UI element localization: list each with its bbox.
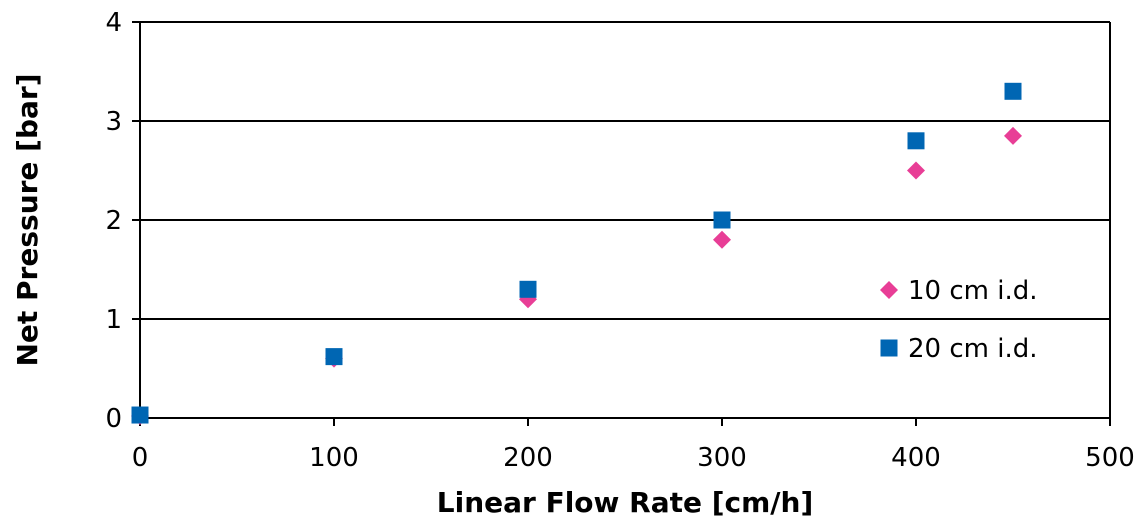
data-point-square-1-0 (131, 406, 149, 424)
data-point-square-1-2 (519, 280, 537, 298)
x-tick-label-5: 500 (1085, 443, 1135, 473)
x-tick-label-3: 300 (697, 443, 747, 473)
legend-marker-1 (880, 339, 898, 357)
data-point-square-1-3 (713, 211, 731, 229)
legend-marker-0 (880, 281, 898, 299)
legend: 10 cm i.d. 20 cm i.d. (880, 276, 1038, 364)
legend-label-0: 10 cm i.d. (908, 276, 1038, 306)
data-point-diamond-0-5 (1004, 126, 1022, 145)
x-tick-label-1: 100 (309, 443, 359, 473)
y-tick-label-2: 2 (105, 206, 122, 236)
x-axis-title: Linear Flow Rate [cm/h] (437, 486, 814, 519)
y-axis-title: Net Pressure [bar] (11, 73, 44, 366)
x-tick-labels: 0 100 200 300 400 500 (132, 418, 1135, 473)
data-point-diamond-0-3 (713, 230, 731, 249)
data-point-square-1-1 (325, 348, 343, 366)
gridlines (140, 21, 1110, 320)
legend-label-1: 20 cm i.d. (908, 334, 1038, 364)
y-tick-label-0: 0 (105, 404, 122, 434)
data-points (131, 82, 1022, 426)
x-tick-label-2: 200 (503, 443, 553, 473)
y-tick-label-1: 1 (105, 305, 122, 335)
y-tick-label-4: 4 (105, 8, 122, 38)
y-tick-label-3: 3 (105, 107, 122, 137)
data-point-square-1-5 (1004, 82, 1022, 100)
data-point-diamond-0-4 (907, 161, 925, 180)
x-tick-label-4: 400 (891, 443, 941, 473)
data-point-square-1-4 (907, 132, 925, 150)
y-tick-labels: 0 1 2 3 4 (105, 8, 140, 434)
x-tick-label-0: 0 (132, 443, 149, 473)
